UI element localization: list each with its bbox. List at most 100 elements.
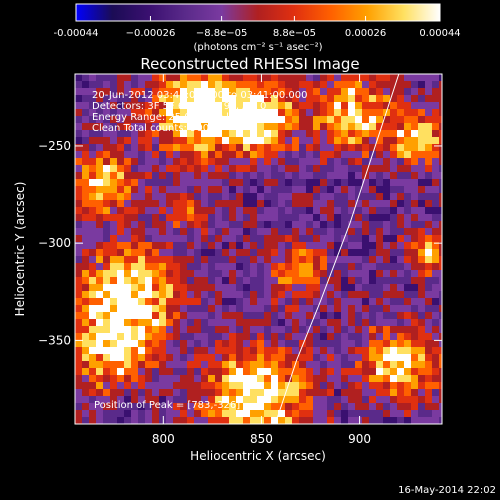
heatmap-cell xyxy=(376,214,383,221)
heatmap-cell xyxy=(110,95,117,102)
heatmap-cell xyxy=(187,263,194,270)
heatmap-cell xyxy=(320,193,327,200)
heatmap-cell xyxy=(292,130,299,137)
heatmap-cell xyxy=(299,361,306,368)
heatmap-cell xyxy=(110,347,117,354)
heatmap-cell xyxy=(383,221,390,228)
heatmap-cell xyxy=(117,172,124,179)
heatmap-cell xyxy=(124,256,131,263)
heatmap-cell xyxy=(215,242,222,249)
heatmap-cell xyxy=(264,263,271,270)
heatmap-cell xyxy=(432,81,439,88)
heatmap-cell xyxy=(250,221,257,228)
heatmap-cell xyxy=(418,172,425,179)
heatmap-cell xyxy=(110,81,117,88)
heatmap-cell xyxy=(278,102,285,109)
heatmap-cell xyxy=(264,326,271,333)
heatmap-cell xyxy=(404,235,411,242)
heatmap-cell xyxy=(320,200,327,207)
heatmap-cell xyxy=(159,340,166,347)
heatmap-cell xyxy=(131,291,138,298)
y-tick-label: −300 xyxy=(38,236,71,250)
heatmap-cell xyxy=(96,298,103,305)
heatmap-cell xyxy=(194,144,201,151)
heatmap-cell xyxy=(180,207,187,214)
heatmap-cell xyxy=(96,165,103,172)
heatmap-cell xyxy=(271,95,278,102)
heatmap-cell xyxy=(152,291,159,298)
heatmap-cell xyxy=(264,291,271,298)
heatmap-cell xyxy=(75,361,82,368)
heatmap-cell xyxy=(355,214,362,221)
heatmap-cell xyxy=(131,249,138,256)
heatmap-cell xyxy=(166,319,173,326)
heatmap-cell xyxy=(341,361,348,368)
heatmap-cell xyxy=(404,396,411,403)
heatmap-cell xyxy=(152,368,159,375)
heatmap-cell xyxy=(376,354,383,361)
heatmap-cell xyxy=(208,403,215,410)
heatmap-cell xyxy=(341,354,348,361)
heatmap-cell xyxy=(327,151,334,158)
heatmap-cell xyxy=(215,277,222,284)
heatmap-cell xyxy=(313,277,320,284)
heatmap-cell xyxy=(425,319,432,326)
heatmap-cell xyxy=(110,277,117,284)
heatmap-cell xyxy=(341,284,348,291)
heatmap-cell xyxy=(418,403,425,410)
heatmap-cell xyxy=(285,256,292,263)
heatmap-cell xyxy=(299,368,306,375)
heatmap-cell xyxy=(124,263,131,270)
heatmap-cell xyxy=(334,249,341,256)
heatmap-cell xyxy=(110,249,117,256)
heatmap-cell xyxy=(138,130,145,137)
heatmap-cell xyxy=(383,172,390,179)
heatmap-cell xyxy=(285,375,292,382)
heatmap-cell xyxy=(383,74,390,81)
heatmap-cell xyxy=(96,361,103,368)
heatmap-cell xyxy=(96,417,103,424)
heatmap-cell xyxy=(362,186,369,193)
heatmap-cell xyxy=(439,193,442,200)
heatmap-cell xyxy=(271,333,278,340)
heatmap-cell xyxy=(117,312,124,319)
heatmap-cell xyxy=(208,298,215,305)
heatmap-cell xyxy=(383,291,390,298)
heatmap-cell xyxy=(327,81,334,88)
heatmap-cell xyxy=(306,193,313,200)
heatmap-cell xyxy=(257,389,264,396)
heatmap-cell xyxy=(411,256,418,263)
heatmap-cell xyxy=(355,270,362,277)
heatmap-cell xyxy=(306,270,313,277)
heatmap-cell xyxy=(180,179,187,186)
heatmap-cell xyxy=(411,284,418,291)
heatmap-cell xyxy=(145,242,152,249)
heatmap-cell xyxy=(418,235,425,242)
heatmap-cell xyxy=(432,158,439,165)
heatmap-cell xyxy=(299,347,306,354)
heatmap-cell xyxy=(222,144,229,151)
heatmap-cell xyxy=(215,361,222,368)
heatmap-cell xyxy=(187,137,194,144)
heatmap-cell xyxy=(383,130,390,137)
heatmap-cell xyxy=(271,172,278,179)
heatmap-cell xyxy=(362,144,369,151)
heatmap-cell xyxy=(117,256,124,263)
heatmap-cell xyxy=(82,284,89,291)
heatmap-cell xyxy=(327,200,334,207)
heatmap-cell xyxy=(166,242,173,249)
heatmap-cell xyxy=(96,102,103,109)
heatmap-cell xyxy=(320,340,327,347)
heatmap-cell xyxy=(425,298,432,305)
heatmap-cell xyxy=(271,375,278,382)
heatmap-cell xyxy=(432,256,439,263)
heatmap-cell xyxy=(334,81,341,88)
heatmap-cell xyxy=(166,375,173,382)
heatmap-cell xyxy=(320,389,327,396)
heatmap-cell xyxy=(166,389,173,396)
heatmap-cell xyxy=(124,179,131,186)
heatmap-cell xyxy=(306,403,313,410)
heatmap-cell xyxy=(355,102,362,109)
heatmap-cell xyxy=(425,263,432,270)
heatmap-cell xyxy=(152,172,159,179)
